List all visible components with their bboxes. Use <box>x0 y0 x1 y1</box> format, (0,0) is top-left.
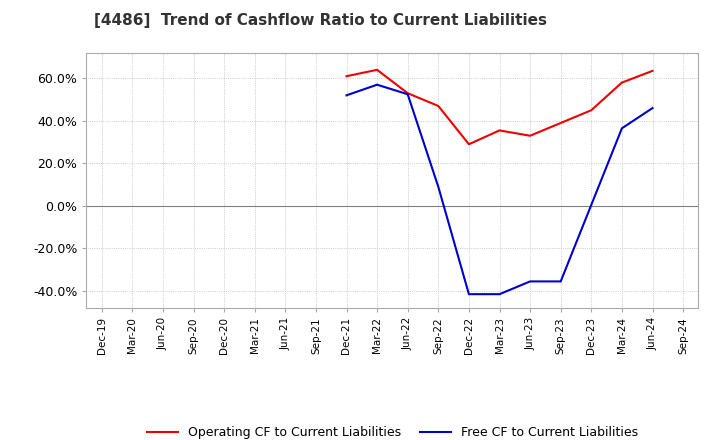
Text: [4486]  Trend of Cashflow Ratio to Current Liabilities: [4486] Trend of Cashflow Ratio to Curren… <box>94 13 546 28</box>
Operating CF to Current Liabilities <box>373 67 382 73</box>
Free CF to Current Liabilities <box>526 279 534 284</box>
Legend: Operating CF to Current Liabilities, Free CF to Current Liabilities: Operating CF to Current Liabilities, Fre… <box>142 422 643 440</box>
Free CF to Current Liabilities <box>373 82 382 87</box>
Line: Operating CF to Current Liabilities: Operating CF to Current Liabilities <box>346 70 652 144</box>
Operating CF to Current Liabilities <box>587 107 595 113</box>
Operating CF to Current Liabilities <box>434 103 443 109</box>
Free CF to Current Liabilities <box>557 279 565 284</box>
Operating CF to Current Liabilities <box>648 68 657 73</box>
Operating CF to Current Liabilities <box>618 80 626 85</box>
Operating CF to Current Liabilities <box>495 128 504 133</box>
Free CF to Current Liabilities <box>587 202 595 208</box>
Operating CF to Current Liabilities <box>464 142 473 147</box>
Free CF to Current Liabilities <box>342 93 351 98</box>
Free CF to Current Liabilities <box>464 292 473 297</box>
Free CF to Current Liabilities <box>434 184 443 189</box>
Free CF to Current Liabilities <box>403 92 412 97</box>
Free CF to Current Liabilities <box>648 106 657 111</box>
Operating CF to Current Liabilities <box>342 73 351 79</box>
Free CF to Current Liabilities <box>495 292 504 297</box>
Operating CF to Current Liabilities <box>526 133 534 138</box>
Line: Free CF to Current Liabilities: Free CF to Current Liabilities <box>346 84 652 294</box>
Operating CF to Current Liabilities <box>403 91 412 96</box>
Free CF to Current Liabilities <box>618 126 626 131</box>
